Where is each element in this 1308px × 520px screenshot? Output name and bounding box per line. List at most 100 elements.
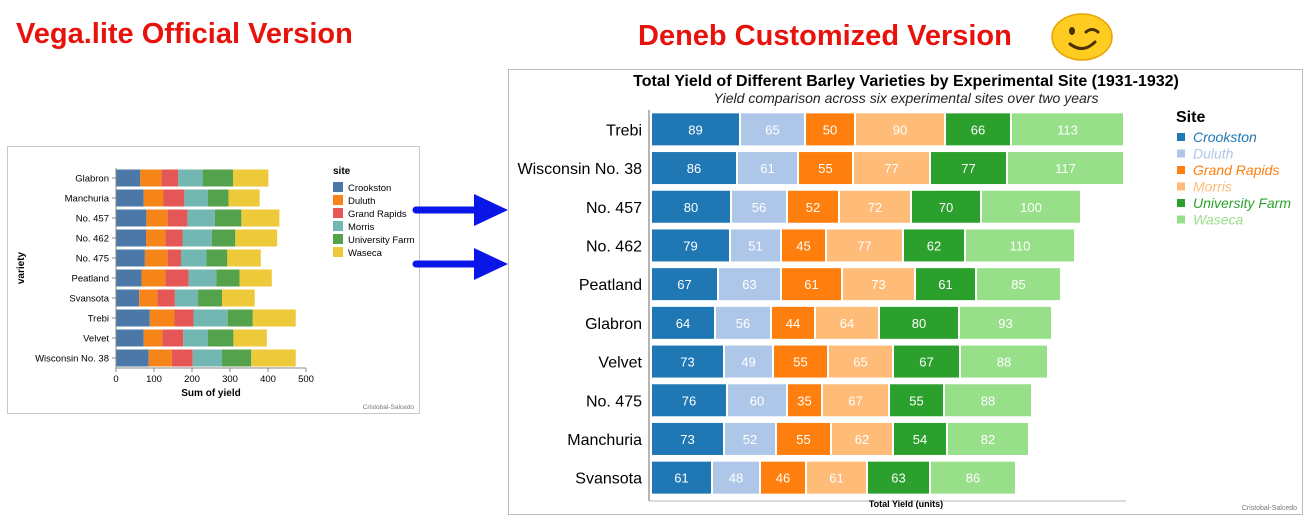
bar-velvet-university-farm [892,343,961,380]
legend-swatch [1177,215,1185,224]
legend-label: University Farm [348,235,415,246]
data-label: 55 [909,393,923,408]
data-label: 61 [760,161,774,176]
data-label: 110 [1010,238,1031,253]
bar-velvet-morris [183,329,208,347]
y-tick-label: Velvet [598,355,642,372]
bar-no-475-university-farm [888,382,945,419]
bar-peatland-duluth [717,266,782,303]
bar-peatland-waseca [239,269,272,287]
data-label: 77 [857,238,871,253]
bar-no-462-waseca [235,229,278,247]
bar-peatland-crookston [650,266,719,303]
bar-no-462-waseca [964,227,1076,264]
data-label: 88 [981,393,995,408]
y-tick-label: No. 457 [586,200,642,217]
bar-manchuria-grand-rapids [775,420,832,457]
data-label: 89 [688,122,702,137]
data-label: 55 [793,355,807,370]
bar-manchuria-duluth [723,420,777,457]
bar-no-457-duluth [146,209,168,227]
bar-glabron-grand-rapids [161,169,179,187]
data-label: 51 [748,238,762,253]
x-tick-label: 500 [298,374,314,385]
legend-swatch [333,247,343,257]
data-label: 48 [729,471,743,486]
bar-velvet-duluth [143,329,163,347]
chart-title: Total Yield of Different Barley Varietie… [633,73,1179,90]
bar-trebi-waseca [252,309,296,327]
bar-svansota-grand-rapids [157,289,175,307]
vega-lite-stacked-bar-chart: Glabron Manchuria No. 457 No. 462 No. 475 Pea… [16,166,415,411]
bar-svansota-grand-rapids [759,459,807,496]
right-heading: Deneb Customized Version [638,20,1012,52]
legend-swatch [333,182,343,192]
data-label: 56 [736,316,750,331]
bar-no-462-duluth [146,229,166,247]
y-tick-label: Manchuria [65,194,110,205]
bar-svansota-university-farm [198,289,223,307]
bar-glabron-crookston [116,169,141,187]
data-label: 63 [891,471,905,486]
bar-manchuria-crookston [116,189,144,207]
bar-manchuria-morris [830,420,894,457]
data-label: 45 [796,238,810,253]
bar-manchuria-waseca [228,189,260,207]
bar-no-475-waseca [943,382,1033,419]
bar-peatland-waseca [975,266,1062,303]
bar-wisconsin-no-38-morris [192,349,223,367]
bar-svansota-morris [174,289,199,307]
bar-wisconsin-no-38-grand-rapids [171,349,193,367]
data-label: 70 [939,200,953,215]
legend-swatch [1177,182,1185,191]
data-label: 49 [741,355,755,370]
data-label: 73 [871,277,885,292]
bar-no-462-grand-rapids [165,229,183,247]
bar-velvet-university-farm [207,329,234,347]
credit-text: Cristobal-Salcedo [1242,505,1297,512]
data-label: 64 [840,316,854,331]
y-tick-label: Wisconsin No. 38 [518,161,643,178]
x-axis-title: Sum of yield [181,388,240,399]
bar-peatland-university-farm [216,269,240,287]
legend-label: Morris [1193,179,1232,195]
legend-swatch [333,208,343,218]
bar-trebi-morris [854,111,946,148]
data-label: 100 [1020,200,1042,215]
bar-no-462-university-farm [902,227,966,264]
bar-velvet-waseca [233,329,267,347]
bar-no-475-university-farm [206,249,228,267]
bar-wisconsin-no-38-university-farm [222,349,252,367]
y-tick-label: No. 457 [76,214,109,225]
legend-label: Waseca [348,248,383,259]
legend-swatch [333,234,343,244]
legend-label: Morris [348,222,375,233]
data-label: 62 [927,238,941,253]
data-label: 67 [677,277,691,292]
bar-no-475-morris [821,382,890,419]
bar-no-457-grand-rapids [786,188,840,225]
data-label: 85 [1011,277,1025,292]
data-label: 50 [823,122,837,137]
data-label: 80 [684,200,698,215]
data-label: 60 [750,393,764,408]
data-label: 113 [1057,122,1078,137]
data-label: 73 [680,355,694,370]
arrow-top-head [474,194,508,226]
legend-swatch [333,221,343,231]
y-tick-label: Svansota [575,471,642,488]
data-label: 117 [1055,161,1076,176]
bar-glabron-university-farm [878,304,960,341]
arrow-bottom-head [474,248,508,280]
bar-svansota-crookston [116,289,140,307]
y-axis-title: variety [16,251,27,284]
bar-no-475-waseca [227,249,261,267]
legend-swatch [1177,133,1185,141]
bar-trebi-morris [193,309,228,327]
deneb-customized-chart-panel: Total Yield of Different Barley Varietie… [508,69,1303,515]
arrow-top [412,194,508,226]
bar-no-457-university-farm [214,209,242,227]
x-tick-label: 200 [184,374,200,385]
bar-manchuria-university-farm [207,189,229,207]
data-label: 55 [796,432,810,447]
